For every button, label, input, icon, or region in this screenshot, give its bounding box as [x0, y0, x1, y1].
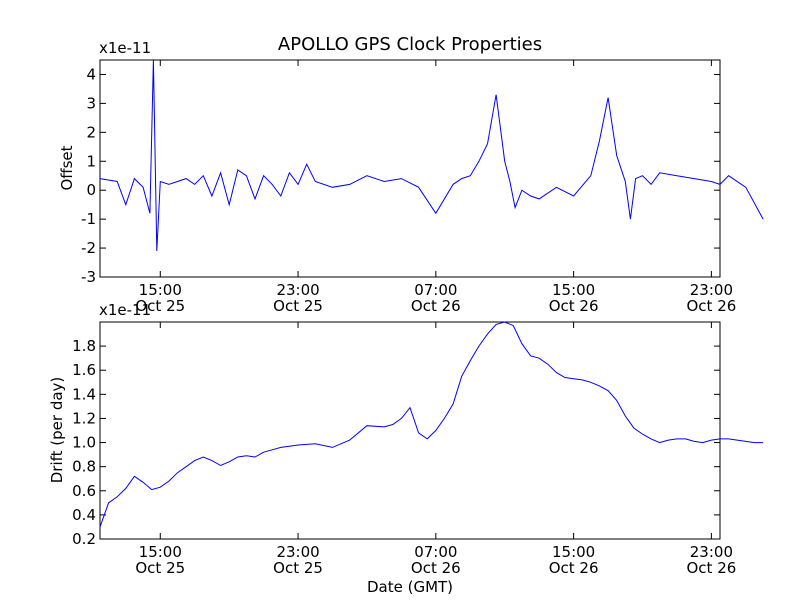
offset-y-axis-label: Offset	[58, 145, 76, 190]
drift-ytick-label: 0.2	[72, 530, 96, 548]
offset-series	[99, 59, 764, 252]
drift-series-line	[99, 321, 764, 528]
drift-xtick-date: Oct 25	[273, 559, 323, 577]
offset-xtick-date: Oct 25	[273, 297, 323, 315]
drift-ytick-label: 0.4	[72, 506, 96, 524]
offset-y-ticks: -3 -2 -1 0 1 2 3 4	[81, 65, 720, 286]
drift-plot-frame	[99, 321, 721, 540]
offset-ytick-label: 3	[86, 94, 96, 112]
drift-ytick-label: 1.2	[72, 409, 96, 427]
offset-ytick-label: -1	[81, 210, 96, 228]
offset-xtick-date: Oct 26	[411, 297, 461, 315]
drift-ytick-label: 0.6	[72, 482, 96, 500]
offset-series-line	[99, 59, 764, 252]
offset-xtick-time: 15:00	[139, 281, 182, 299]
offset-xtick-time: 23:00	[276, 281, 319, 299]
x-axis-label: Date (GMT)	[367, 578, 453, 596]
drift-panel: x1e-11 Drift (per day) 0.2 0.4 0.6 0.8 1.0 1.…	[48, 301, 764, 577]
drift-y-axis-label: Drift (per day)	[48, 377, 66, 484]
drift-xtick-time: 07:00	[414, 543, 457, 561]
drift-ytick-label: 1.0	[72, 434, 96, 452]
offset-plot-frame	[99, 59, 721, 278]
drift-ytick-label: 0.8	[72, 458, 96, 476]
offset-ytick-label: 4	[86, 65, 96, 83]
drift-xtick-date: Oct 26	[686, 559, 736, 577]
chart-title: APOLLO GPS Clock Properties	[278, 34, 542, 55]
drift-ytick-label: 1.4	[72, 385, 96, 403]
offset-exponent-label: x1e-11	[99, 39, 151, 57]
drift-y-ticks: 0.2 0.4 0.6 0.8 1.0 1.2 1.4 1.6 1.8	[72, 337, 720, 548]
drift-series	[99, 321, 764, 528]
offset-ytick-label: 2	[86, 123, 96, 141]
drift-xtick-time: 23:00	[690, 543, 733, 561]
offset-xtick-time: 07:00	[414, 281, 457, 299]
offset-ytick-label: -3	[81, 268, 96, 286]
offset-xtick-date: Oct 26	[686, 297, 736, 315]
drift-xtick-time: 23:00	[276, 543, 319, 561]
drift-xtick-date: Oct 26	[411, 559, 461, 577]
drift-exponent-label: x1e-11	[99, 301, 151, 319]
drift-xtick-date: Oct 26	[549, 559, 599, 577]
offset-ytick-label: 1	[86, 152, 96, 170]
offset-ytick-label: 0	[86, 181, 96, 199]
offset-xtick-time: 15:00	[552, 281, 595, 299]
drift-xtick-date: Oct 25	[135, 559, 185, 577]
offset-ytick-label: -2	[81, 239, 96, 257]
offset-xtick-time: 23:00	[690, 281, 733, 299]
drift-ytick-label: 1.8	[72, 337, 96, 355]
drift-ytick-label: 1.6	[72, 361, 96, 379]
offset-xtick-date: Oct 26	[549, 297, 599, 315]
offset-xtick-date: Oct 25	[135, 297, 185, 315]
drift-xtick-time: 15:00	[552, 543, 595, 561]
drift-xtick-time: 15:00	[139, 543, 182, 561]
